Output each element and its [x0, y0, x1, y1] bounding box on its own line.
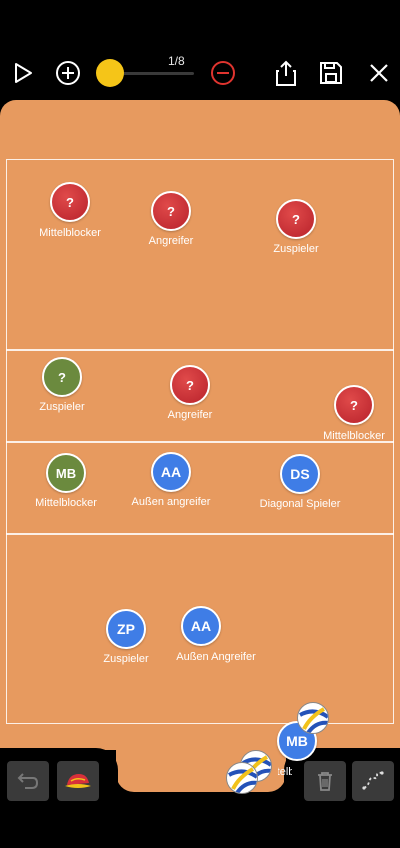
frame-slider-track[interactable] — [110, 72, 194, 75]
close-button[interactable] — [366, 60, 392, 86]
add-button[interactable] — [55, 60, 81, 86]
trash-icon — [318, 772, 332, 791]
close-icon — [370, 64, 388, 82]
draw-path-button[interactable] — [352, 761, 394, 801]
player-label: Außen angreifer — [131, 496, 211, 508]
player-label: Zuspieler — [273, 243, 319, 255]
opponent-player[interactable]: ? — [170, 365, 210, 405]
opponent-player[interactable]: ? — [276, 199, 316, 239]
play-button[interactable] — [10, 60, 36, 86]
save-button[interactable] — [318, 60, 344, 86]
player-label: Mittelblocker — [39, 227, 101, 239]
share-icon — [276, 60, 296, 86]
equipment-button[interactable] — [57, 761, 99, 801]
team-player-aa[interactable]: AA — [151, 452, 191, 492]
undo-button[interactable] — [7, 761, 49, 801]
player-label: Zuspieler — [103, 653, 149, 665]
top-toolbar: 1/8 — [0, 0, 400, 100]
player-label: Angreifer — [148, 235, 194, 247]
opponent-player[interactable]: ? — [151, 191, 191, 231]
remove-button[interactable] — [210, 60, 236, 86]
path-icon — [362, 771, 384, 790]
play-icon — [15, 63, 32, 83]
player-label: Außen Angreifer — [176, 651, 256, 663]
undo-icon — [17, 773, 39, 789]
volleyball-icon[interactable] — [297, 702, 329, 734]
cap-icon — [65, 774, 91, 788]
volleyball-icon[interactable] — [226, 762, 258, 794]
team-player-mb[interactable]: MB — [46, 453, 86, 493]
net-line — [6, 441, 394, 443]
share-button[interactable] — [273, 58, 299, 88]
frame-slider-handle[interactable] — [96, 59, 124, 87]
player-label: Angreifer — [167, 409, 213, 421]
player-label: Mittelblocker — [35, 497, 97, 509]
minus-icon — [211, 61, 235, 85]
team-player-ds[interactable]: DS — [280, 454, 320, 494]
opponent-player[interactable]: ? — [50, 182, 90, 222]
page-counter: 1/8 — [168, 54, 185, 68]
player-label: Zuspieler — [39, 401, 85, 413]
player-label: Mittelblocker — [323, 430, 385, 442]
plus-icon — [56, 61, 80, 85]
attack-line-bottom — [6, 533, 394, 535]
player-label: Diagonal Spieler — [259, 498, 341, 510]
team-player-zp[interactable]: ZP — [106, 609, 146, 649]
player-label: Mittelblocker — [278, 766, 292, 778]
opponent-player[interactable]: ? — [334, 385, 374, 425]
delete-button[interactable] — [304, 761, 346, 801]
save-icon — [320, 62, 342, 84]
attack-line-top — [6, 349, 394, 351]
opponent-setter-player[interactable]: ? — [42, 357, 82, 397]
team-player-aa[interactable]: AA — [181, 606, 221, 646]
